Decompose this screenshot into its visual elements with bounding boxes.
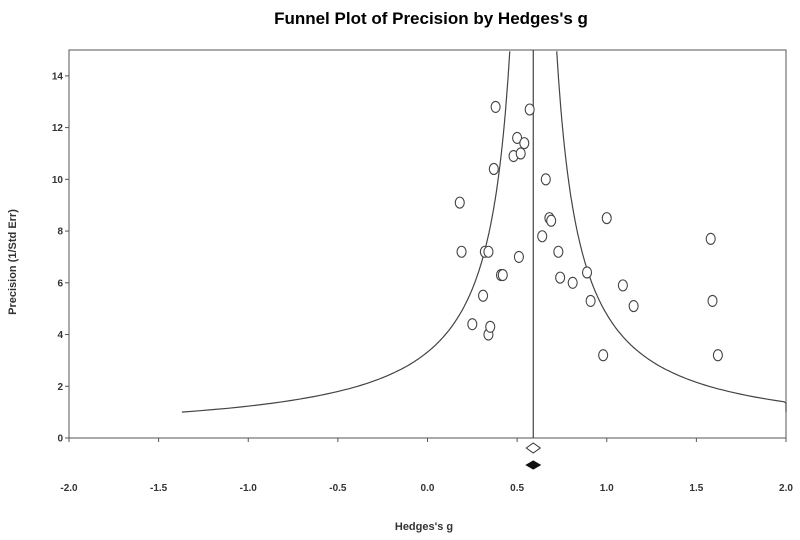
study-point — [488, 162, 499, 176]
study-point — [513, 250, 524, 263]
study-point — [567, 276, 578, 289]
y-tick-label: 4 — [57, 330, 63, 341]
study-point — [483, 245, 494, 258]
study-point — [581, 266, 593, 279]
y-tick-label: 0 — [57, 434, 63, 445]
study-points — [454, 100, 723, 362]
study-point — [628, 300, 639, 313]
x-tick-label: -1.0 — [240, 483, 258, 494]
study-point — [555, 271, 566, 284]
x-tick-label: 1.5 — [689, 483, 703, 494]
x-tick-label: -1.5 — [150, 483, 168, 494]
y-tick-label: 2 — [57, 382, 63, 393]
study-point — [546, 214, 557, 227]
study-point — [515, 147, 526, 160]
study-point — [478, 289, 489, 302]
x-tick-label: 0.0 — [421, 483, 435, 494]
study-point — [540, 173, 551, 186]
study-point — [467, 318, 478, 331]
summary-diamond-filled — [525, 460, 542, 470]
y-tick-label: 6 — [57, 278, 63, 289]
funnel-right-limit — [556, 51, 787, 413]
study-point — [497, 268, 508, 282]
study-point — [490, 100, 501, 113]
funnel-limits — [181, 50, 787, 438]
y-axis-ticks: 0 2 4 6 8 10 12 14 — [52, 71, 69, 445]
summary-diamond-open — [525, 442, 542, 454]
study-point — [712, 349, 723, 362]
study-point — [705, 232, 716, 245]
x-tick-label: 1.0 — [600, 483, 614, 494]
x-tick-label: 0.5 — [510, 483, 524, 494]
x-tick-label: -2.0 — [60, 483, 78, 494]
study-point — [454, 196, 465, 209]
y-tick-label: 14 — [52, 71, 64, 82]
study-point — [512, 131, 523, 144]
x-tick-label: 2.0 — [779, 483, 793, 494]
summary-diamonds — [525, 442, 542, 470]
study-point — [456, 245, 467, 258]
plot-frame — [68, 49, 787, 439]
study-point — [601, 212, 612, 225]
study-point — [519, 137, 530, 150]
study-point — [524, 103, 535, 116]
study-point — [707, 294, 718, 307]
x-tick-label: -0.5 — [329, 483, 347, 494]
y-tick-label: 8 — [57, 227, 63, 238]
x-axis-ticks: -2.0 -1.5 -1.0 -0.5 0.0 0.5 1.0 1.5 2.0 — [60, 438, 793, 494]
funnel-left-limit — [181, 51, 511, 413]
study-point — [485, 320, 496, 333]
study-point — [553, 245, 564, 258]
y-tick-label: 12 — [52, 123, 64, 134]
study-point — [537, 230, 548, 243]
y-tick-label: 10 — [52, 175, 64, 186]
plot-area — [68, 49, 787, 439]
study-point — [617, 279, 628, 292]
chart-title: Funnel Plot of Precision by Hedges's g — [274, 9, 588, 28]
study-point — [598, 349, 609, 362]
x-axis-label: Hedges's g — [395, 521, 453, 533]
study-point — [585, 294, 596, 307]
y-axis-label: Precision (1/Std Err) — [7, 209, 19, 315]
